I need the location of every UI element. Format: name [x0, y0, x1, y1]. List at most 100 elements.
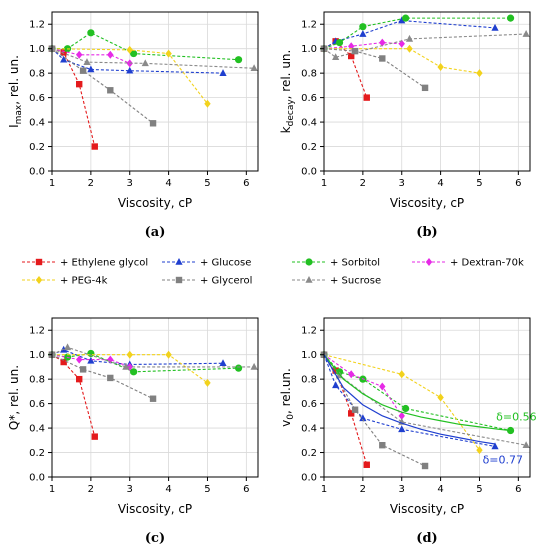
x-tick-label: 6 [243, 178, 249, 189]
data-point-peg-4k [476, 69, 483, 78]
y-axis-label-sub: max [14, 104, 24, 124]
panel-a: 1 2 3 4 5 6 0.0 0.2 0.4 0.6 0.8 1.0 1.2 Viscosity, cP… [7, 11, 259, 240]
x-tick-label: 5 [476, 178, 482, 189]
data-point-sucrose [122, 362, 130, 370]
x-tick-label: 3 [399, 484, 405, 495]
data-point-sucrose [83, 58, 91, 65]
y-tick-label: 0.0 [301, 473, 317, 484]
fit-curve-glucose [323, 354, 496, 445]
y-axis-label-sub: 0 [286, 414, 296, 420]
x-axis-label: Viscosity, cP [118, 502, 192, 516]
data-point-ethylene-glycol [60, 49, 67, 56]
data-point-sorbitol [87, 29, 95, 37]
x-tick-label: 2 [360, 484, 366, 495]
legend-marker-glucose [175, 258, 183, 265]
x-tick-label: 5 [204, 484, 210, 495]
data-point-glycerol [379, 55, 386, 62]
y-tick-label: 0.4 [29, 424, 45, 435]
y-axis-label-main: Q*, rel. un. [7, 365, 21, 430]
data-point-glycerol [421, 84, 429, 92]
y-tick-label: 0.4 [301, 118, 317, 129]
y-axis-label: Imax, rel. un. [7, 55, 24, 128]
y-tick-label: 0.6 [29, 93, 45, 104]
x-tick-label: 1 [49, 178, 55, 189]
data-point-sorbitol [130, 368, 138, 376]
axes-frame [51, 317, 259, 478]
axes-frame [323, 11, 531, 172]
data-point-ethylene-glycol [60, 358, 67, 366]
y-tick-label: 0.2 [29, 448, 45, 459]
y-tick-label: 0.6 [29, 399, 45, 410]
y-tick-label: 0.8 [29, 375, 45, 386]
data-point-glycerol [421, 462, 429, 470]
series-line-glycerol [323, 48, 426, 89]
delta-annotation: δ=0.77 [483, 454, 523, 467]
y-axis-label-main: v [279, 420, 293, 427]
data-point-sorbitol [335, 38, 344, 47]
data-point-sorbitol [402, 404, 410, 413]
legend-label-peg-4k: + PEG-4k [60, 276, 108, 287]
series-line-sucrose [51, 346, 255, 368]
y-tick-label: 0.0 [29, 167, 45, 178]
y-axis-label: kdecay, rel. un. [279, 50, 296, 134]
data-point-sucrose [332, 53, 340, 61]
data-point-ethylene-glycol [332, 367, 339, 374]
data-point-ethylene-glycol [348, 410, 355, 417]
data-point-glucose [491, 23, 499, 31]
data-point-ethylene-glycol [348, 52, 355, 60]
y-tick-label: 1.2 [29, 326, 45, 337]
legend-label-glycerol: + Glycerol [200, 276, 252, 287]
data-point-ethylene-glycol [91, 433, 98, 440]
data-point-sorbitol [234, 364, 243, 372]
y-axis-label: v0, rel.un. [279, 368, 296, 427]
legend-marker-glycerol [175, 276, 183, 284]
data-point-glucose [126, 66, 134, 74]
data-point-sucrose [522, 441, 530, 448]
y-tick-label: 0.6 [301, 399, 317, 410]
data-point-peg-4k [398, 370, 405, 379]
x-axis-label: Viscosity, cP [118, 196, 192, 210]
data-point-glucose [87, 65, 95, 73]
panel-label: (a) [145, 225, 166, 240]
x-tick-label: 1 [49, 484, 55, 495]
data-point-glucose [398, 16, 406, 24]
series-line-peg-4k [323, 354, 480, 451]
series-line-glucose [51, 349, 224, 366]
legend-label-glucose: + Glucose [200, 258, 251, 269]
y-axis-label-rest: , rel. un. [279, 50, 293, 100]
data-point-peg-4k [165, 49, 172, 58]
x-tick-label: 3 [127, 178, 133, 189]
axes-frame [323, 317, 531, 478]
x-tick-label: 2 [88, 178, 94, 189]
series-line-sucrose [51, 48, 255, 69]
data-point-ethylene-glycol [76, 80, 83, 88]
x-tick-label: 5 [476, 484, 482, 495]
legend-marker-sorbitol [305, 258, 313, 266]
data-point-peg-4k [437, 63, 444, 72]
data-point-glucose [332, 381, 340, 389]
data-point-sorbitol [87, 349, 95, 358]
series-line-dextran-70k [323, 354, 403, 417]
legend-marker-peg-4k [35, 276, 43, 284]
data-point-sorbitol [506, 14, 515, 22]
data-point-glycerol [79, 366, 87, 373]
legend-label-sorbitol: + Sorbitol [330, 258, 380, 269]
series-line-peg-4k [324, 48, 480, 74]
data-point-sucrose [141, 59, 149, 67]
panel-c: 1 2 3 4 5 6 0.0 0.2 0.4 0.6 0.8 1.0 1.2 Viscosity, cP… [7, 317, 259, 546]
data-point-dextran-70k [107, 50, 114, 59]
fit-curve-sorbitol [323, 354, 511, 432]
series-line-peg-4k [52, 354, 208, 384]
x-tick-label: 3 [127, 484, 133, 495]
data-point-glucose [219, 69, 227, 76]
series-line-sucrose [323, 354, 527, 446]
data-point-glycerol [379, 442, 386, 449]
data-point-sorbitol [359, 23, 367, 31]
legend-label-ethylene-glycol: + Ethylene glycol [60, 258, 148, 269]
data-point-dextran-70k [76, 50, 83, 59]
data-point-glycerol [107, 374, 114, 382]
y-tick-label: 1.0 [29, 44, 45, 55]
y-tick-label: 0.0 [301, 167, 317, 178]
y-axis-label-main: I [7, 124, 21, 128]
